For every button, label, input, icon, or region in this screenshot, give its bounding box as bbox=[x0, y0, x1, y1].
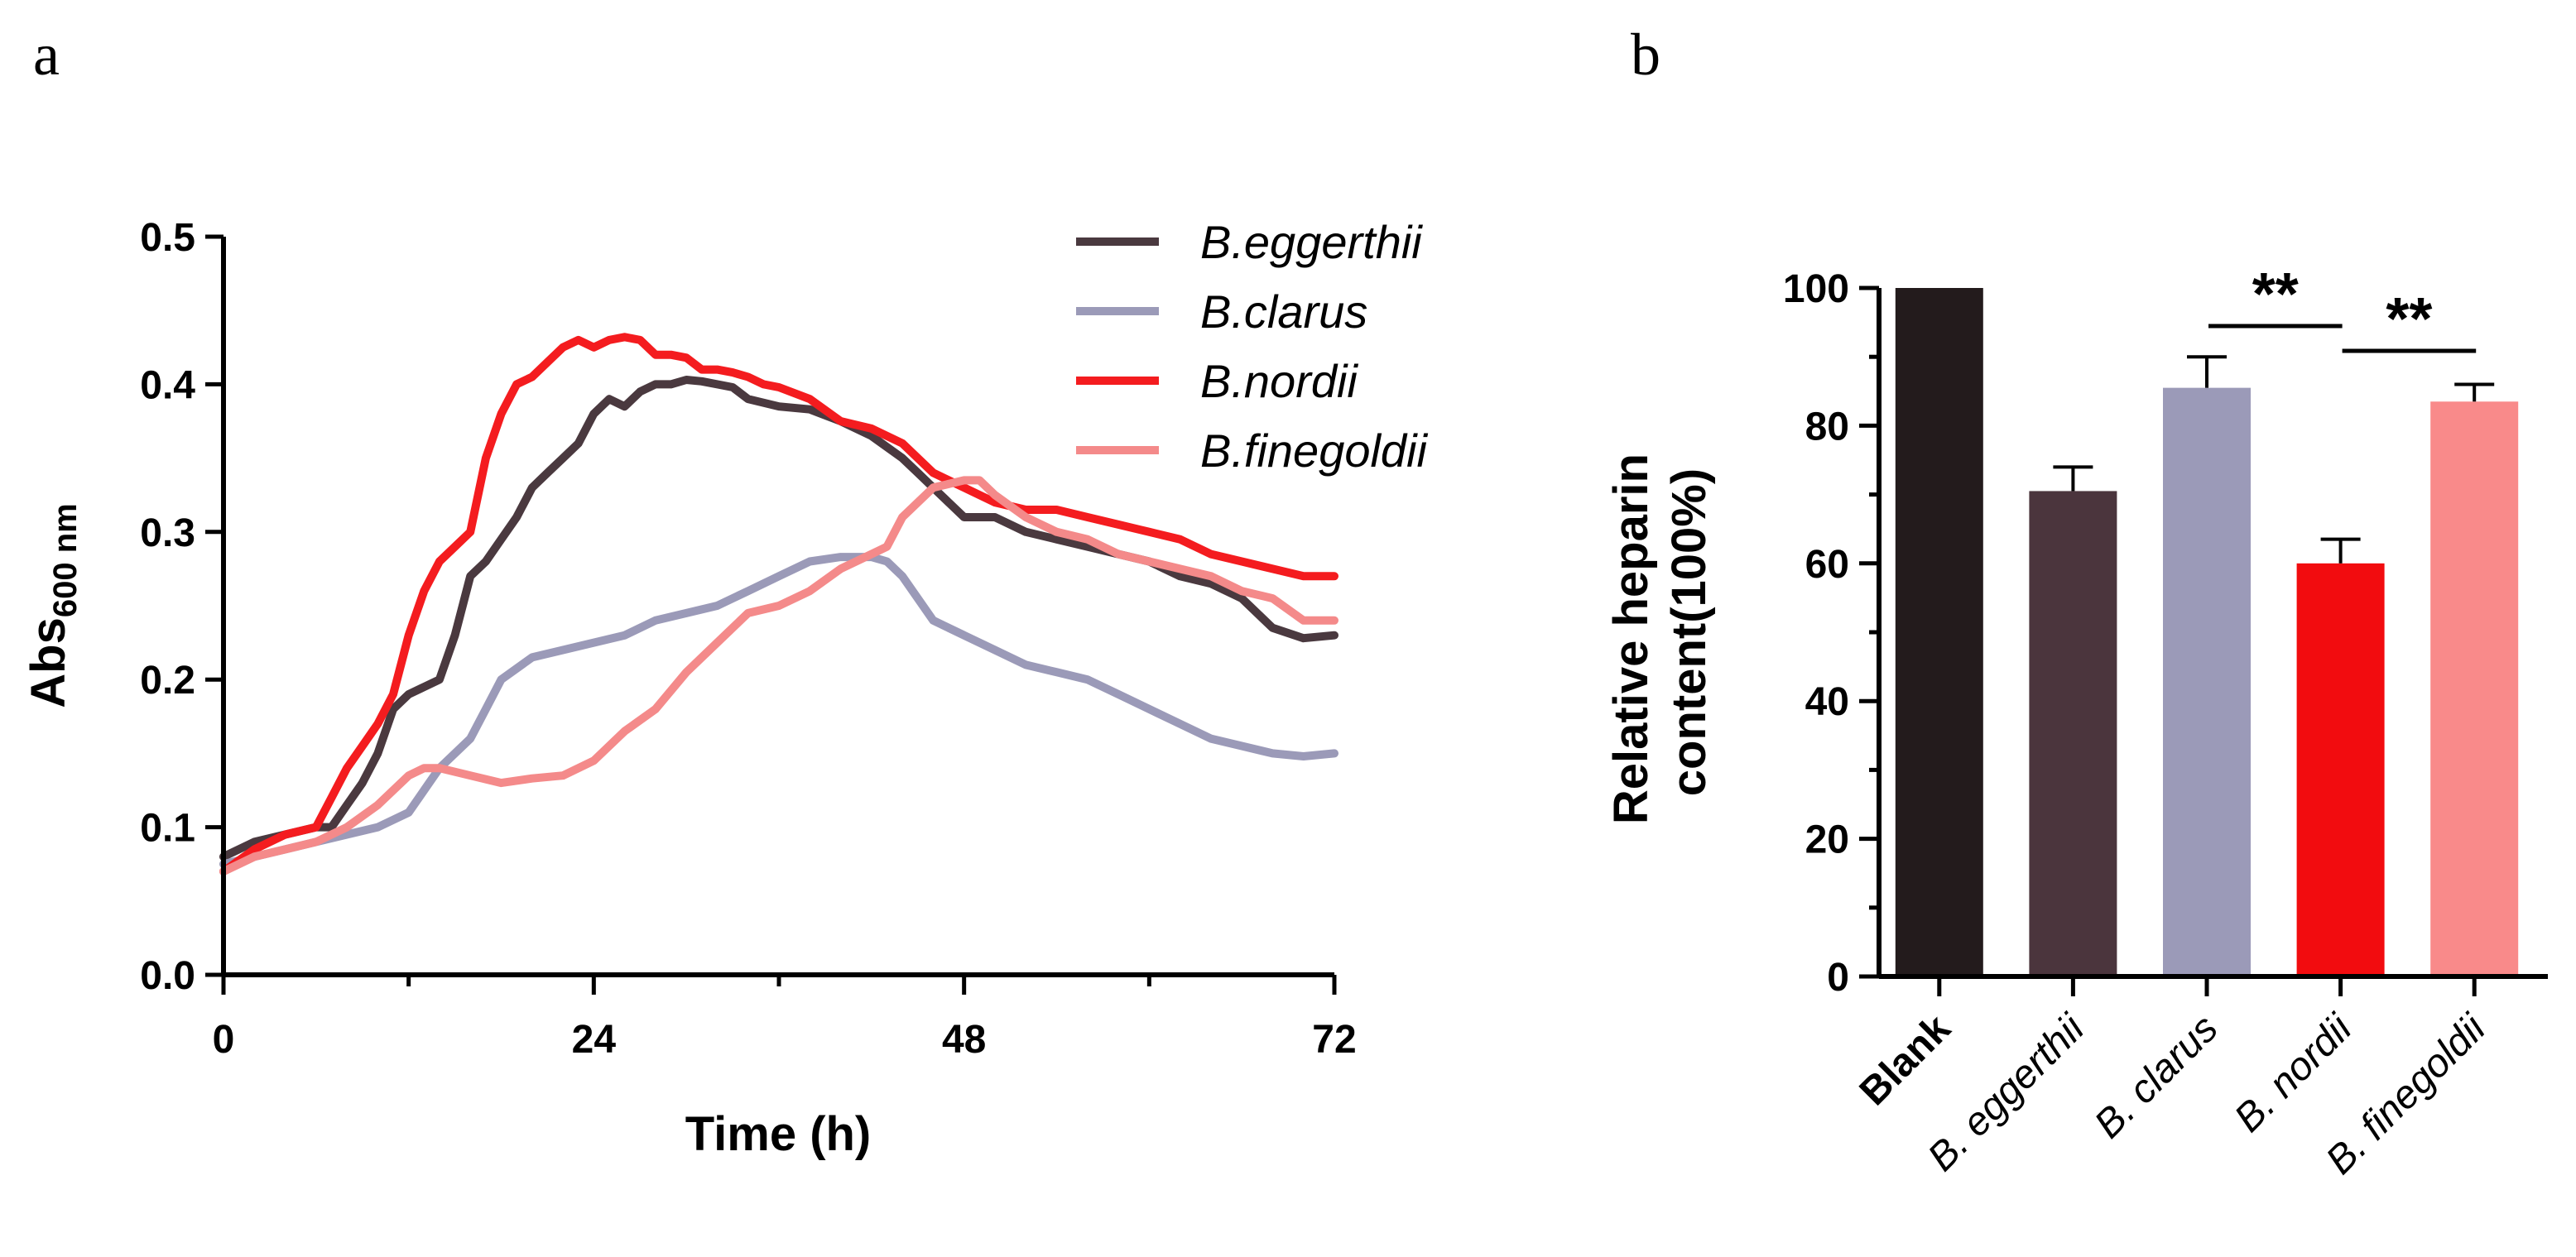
x-axis-label: Time (h) bbox=[685, 1107, 872, 1161]
significance-bracket: ** bbox=[2208, 261, 2343, 329]
bar-category-label-blank: Blank bbox=[1852, 1006, 1959, 1114]
bar-b-nordii bbox=[2296, 563, 2385, 976]
y-tick-label: 0.2 bbox=[140, 659, 195, 703]
y-axis-label-main: Abs bbox=[22, 617, 75, 708]
bar-group-blank bbox=[1895, 288, 1983, 976]
series-line-b-nordii bbox=[219, 333, 1338, 876]
legend: B.eggerthii B.clarus B.nordii B.finegoldii bbox=[1076, 216, 1429, 477]
bar-y-tick-label: 80 bbox=[1805, 405, 1849, 449]
bar-category-label-b-clarus: B. clarus bbox=[2086, 1006, 2227, 1147]
bar-category-label-b-nordii: B. nordii bbox=[2226, 1005, 2361, 1140]
y-tick-label: 0.5 bbox=[140, 216, 195, 260]
bar-y-tick-label: 20 bbox=[1805, 818, 1849, 862]
x-tick-label: 24 bbox=[572, 1018, 617, 1062]
series-line-b-clarus bbox=[219, 553, 1338, 869]
bar-y-tick-label: 0 bbox=[1827, 956, 1849, 1000]
y-tick-label: 0.3 bbox=[140, 511, 195, 555]
legend-item-b-eggerthii: B.eggerthii bbox=[1076, 216, 1423, 268]
bar-y-tick-label: 100 bbox=[1783, 267, 1849, 311]
legend-item-b-finegoldii: B.finegoldii bbox=[1076, 425, 1429, 477]
panel-label-b: b bbox=[1631, 22, 1660, 88]
legend-label: B.eggerthii bbox=[1200, 216, 1423, 268]
x-tick-label: 0 bbox=[213, 1018, 235, 1062]
significance-bracket: ** bbox=[2342, 286, 2477, 353]
bar-y-tick-label: 40 bbox=[1805, 680, 1849, 724]
x-tick-label: 48 bbox=[942, 1018, 986, 1062]
legend-label: B.clarus bbox=[1200, 285, 1367, 338]
bar-group-b-clarus bbox=[2163, 355, 2251, 976]
bar-group-b-nordii bbox=[2296, 537, 2385, 976]
y-axis-label-subscript: 600 nm bbox=[47, 503, 84, 617]
bar-group-b-eggerthii bbox=[2029, 465, 2117, 976]
legend-label: B.finegoldii bbox=[1200, 425, 1429, 477]
bar-b-eggerthii bbox=[2029, 491, 2117, 976]
bar-y-axis-label: Relative heparin content(100%) bbox=[1604, 440, 1716, 824]
bars bbox=[1895, 288, 2519, 976]
bar-b-finegoldii bbox=[2430, 401, 2519, 976]
y-tick-label: 0.0 bbox=[140, 954, 195, 998]
bar-y-axis-ticks: 0 20 40 60 80 100 bbox=[1783, 267, 1879, 1000]
bar-y-tick-label: 60 bbox=[1805, 543, 1849, 587]
series-line-b-eggerthii bbox=[219, 376, 1338, 861]
bar-group-b-finegoldii bbox=[2430, 382, 2519, 976]
significance-label: ** bbox=[2252, 261, 2299, 328]
legend-item-b-clarus: B.clarus bbox=[1076, 285, 1367, 338]
bar-y-axis-label-line2: content(100%) bbox=[1662, 468, 1716, 796]
x-tick-label: 72 bbox=[1312, 1018, 1356, 1062]
legend-item-b-nordii: B.nordii bbox=[1076, 355, 1358, 407]
bar-blank bbox=[1895, 288, 1983, 976]
series-line-b-finegoldii bbox=[219, 476, 1338, 876]
bar-b-clarus bbox=[2163, 387, 2251, 976]
y-tick-label: 0.1 bbox=[140, 807, 195, 851]
legend-label: B.nordii bbox=[1200, 355, 1358, 407]
significance-label: ** bbox=[2386, 286, 2432, 353]
y-axis-label: Abs600 nm bbox=[22, 503, 84, 708]
x-axis-ticks: 0 24 48 72 bbox=[213, 975, 1357, 1062]
panel-label-a: a bbox=[33, 22, 60, 88]
growth-curve-chart: 0.0 0.1 0.2 0.3 0.4 0.5 0 24 48 72 Time (h) Abs6… bbox=[22, 216, 1429, 1161]
y-axis-ticks: 0.0 0.1 0.2 0.3 0.4 0.5 bbox=[140, 216, 223, 998]
bar-y-axis-label-line1: Relative heparin bbox=[1604, 453, 1658, 824]
significance-markers: ** ** bbox=[2208, 261, 2477, 353]
y-tick-label: 0.4 bbox=[140, 363, 195, 407]
growth-curve-series bbox=[219, 333, 1338, 876]
